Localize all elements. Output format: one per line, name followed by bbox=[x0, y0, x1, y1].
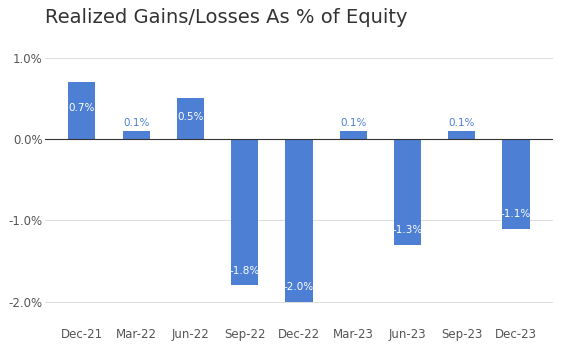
Bar bbox=[448, 131, 475, 139]
Text: Realized Gains/Losses As % of Equity: Realized Gains/Losses As % of Equity bbox=[45, 8, 408, 27]
Text: 0.5%: 0.5% bbox=[177, 112, 204, 121]
Bar bbox=[503, 139, 530, 229]
Bar bbox=[286, 139, 312, 302]
Text: 0.1%: 0.1% bbox=[449, 118, 475, 128]
Bar bbox=[68, 82, 95, 139]
Bar bbox=[231, 139, 258, 285]
Text: -1.8%: -1.8% bbox=[229, 266, 260, 276]
Bar bbox=[394, 139, 421, 245]
Text: -1.1%: -1.1% bbox=[501, 209, 531, 219]
Text: 0.1%: 0.1% bbox=[340, 118, 366, 128]
Bar bbox=[122, 131, 150, 139]
Bar bbox=[339, 131, 367, 139]
Text: 0.7%: 0.7% bbox=[68, 103, 95, 113]
Bar bbox=[177, 98, 204, 139]
Text: -1.3%: -1.3% bbox=[392, 225, 422, 235]
Text: -2.0%: -2.0% bbox=[284, 282, 314, 292]
Text: 0.1%: 0.1% bbox=[123, 118, 149, 128]
